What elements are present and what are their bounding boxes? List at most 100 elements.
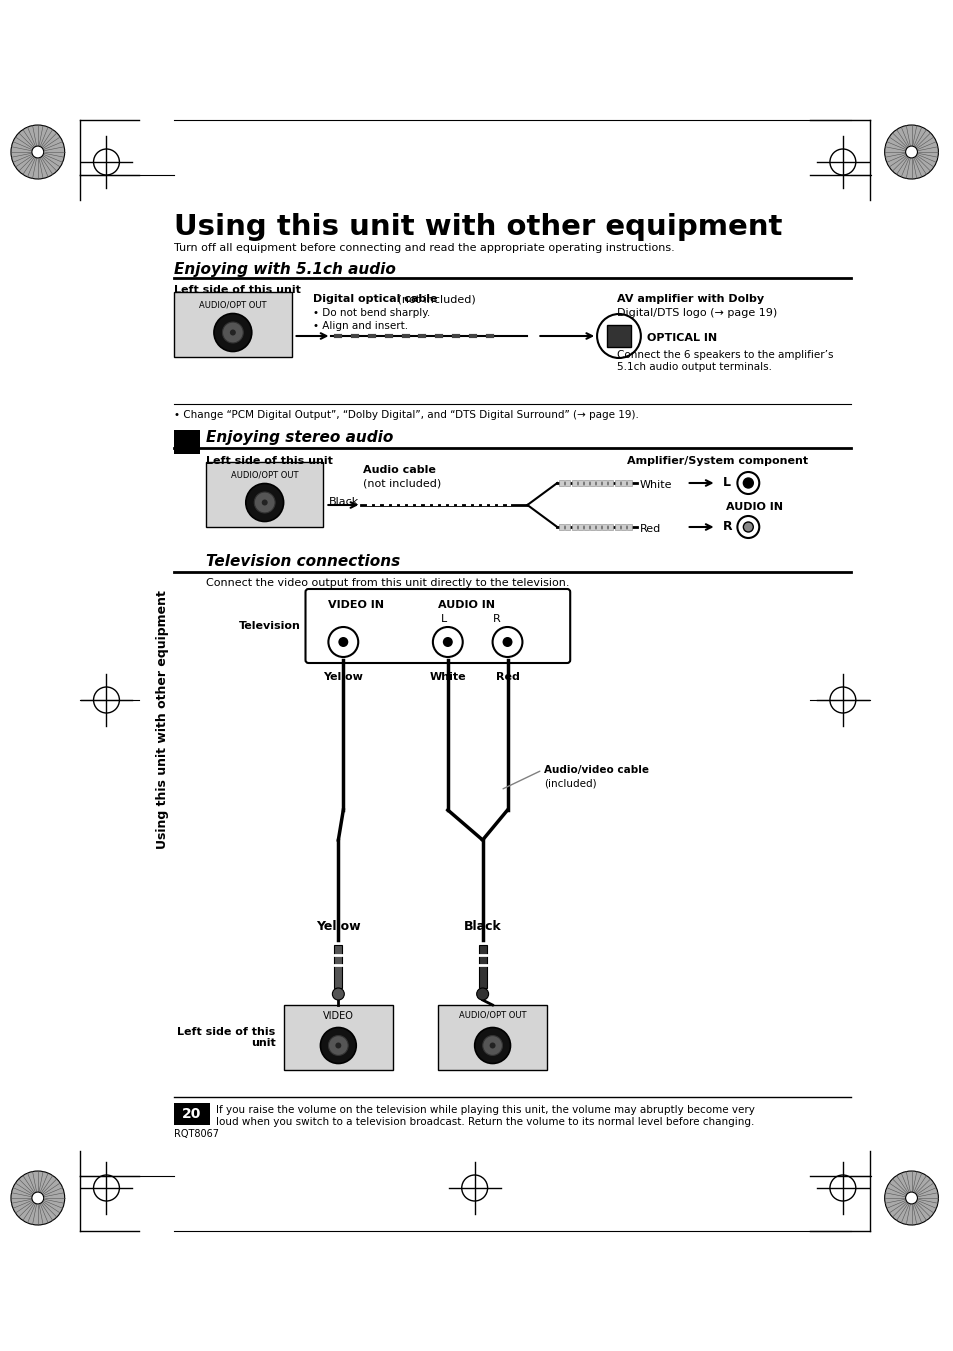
Circle shape: [904, 146, 917, 158]
Text: White: White: [429, 671, 466, 682]
Text: AUDIO/OPT OUT: AUDIO/OPT OUT: [199, 300, 266, 309]
Circle shape: [742, 478, 753, 488]
Bar: [558, 524, 563, 530]
Text: Black: Black: [463, 920, 501, 934]
Bar: [583, 524, 588, 530]
Text: (included): (included): [544, 780, 597, 789]
Circle shape: [335, 1043, 341, 1048]
Text: RQT8067: RQT8067: [174, 1129, 219, 1139]
Bar: [558, 480, 563, 486]
Text: Television connections: Television connections: [206, 554, 400, 569]
Text: AUDIO/OPT OUT: AUDIO/OPT OUT: [458, 1011, 526, 1020]
Text: (not included): (not included): [363, 480, 441, 489]
Bar: [283, 1005, 393, 1070]
Bar: [478, 944, 486, 988]
Text: • Do not bend sharply.: • Do not bend sharply.: [314, 308, 430, 317]
Bar: [614, 524, 618, 530]
Text: Digital/DTS logo (→ page 19): Digital/DTS logo (→ page 19): [617, 308, 777, 317]
Bar: [614, 480, 618, 486]
Circle shape: [254, 492, 274, 513]
Text: Amplifier/System component: Amplifier/System component: [626, 457, 807, 466]
Bar: [596, 480, 600, 486]
Text: Red: Red: [639, 524, 660, 534]
Bar: [578, 480, 582, 486]
Text: • Align and insert.: • Align and insert.: [314, 322, 408, 331]
Text: AUDIO IN: AUDIO IN: [725, 503, 782, 512]
Bar: [174, 430, 200, 454]
Text: Using this unit with other equipment: Using this unit with other equipment: [174, 213, 781, 240]
Text: Enjoying stereo audio: Enjoying stereo audio: [206, 430, 393, 444]
Circle shape: [320, 1028, 355, 1063]
Text: Black: Black: [328, 497, 358, 507]
Circle shape: [230, 330, 235, 335]
Circle shape: [31, 146, 44, 158]
Text: AUDIO/OPT OUT: AUDIO/OPT OUT: [231, 470, 298, 480]
Text: VIDEO IN: VIDEO IN: [328, 600, 384, 611]
Text: Using this unit with other equipment: Using this unit with other equipment: [155, 590, 169, 850]
Circle shape: [328, 1036, 348, 1055]
Circle shape: [489, 1043, 495, 1048]
Circle shape: [883, 1171, 938, 1225]
Bar: [620, 480, 625, 486]
Text: Left side of this unit: Left side of this unit: [174, 285, 301, 295]
Bar: [578, 524, 582, 530]
Text: L: L: [440, 613, 447, 624]
Circle shape: [904, 1192, 917, 1204]
FancyBboxPatch shape: [305, 589, 570, 663]
Text: Connect the video output from this unit directly to the television.: Connect the video output from this unit …: [206, 578, 569, 588]
Circle shape: [502, 638, 512, 647]
Circle shape: [213, 313, 252, 351]
Bar: [626, 480, 631, 486]
Bar: [174, 1102, 210, 1125]
Bar: [608, 524, 613, 530]
Bar: [606, 326, 630, 347]
Circle shape: [482, 1036, 502, 1055]
Circle shape: [338, 638, 348, 647]
Bar: [565, 480, 570, 486]
Bar: [601, 524, 607, 530]
Text: OPTICAL IN: OPTICAL IN: [646, 332, 717, 343]
Text: AUDIO IN: AUDIO IN: [437, 600, 495, 611]
Bar: [601, 480, 607, 486]
Bar: [589, 480, 595, 486]
Circle shape: [261, 500, 268, 505]
Bar: [334, 944, 342, 988]
Circle shape: [442, 638, 453, 647]
Text: Yellow: Yellow: [323, 671, 363, 682]
Text: L: L: [721, 477, 730, 489]
Text: Enjoying with 5.1ch audio: Enjoying with 5.1ch audio: [174, 262, 395, 277]
Text: Audio/video cable: Audio/video cable: [544, 765, 649, 775]
Text: (not included): (not included): [394, 295, 476, 304]
Text: Left side of this
unit: Left side of this unit: [177, 1027, 275, 1048]
Text: Digital optical cable: Digital optical cable: [314, 295, 437, 304]
Text: If you raise the volume on the television while playing this unit, the volume ma: If you raise the volume on the televisio…: [215, 1105, 754, 1127]
Text: • Change “PCM Digital Output”, “Dolby Digital”, and “DTS Digital Surround” (→ pa: • Change “PCM Digital Output”, “Dolby Di…: [174, 409, 639, 420]
Circle shape: [10, 1171, 65, 1225]
Bar: [589, 524, 595, 530]
Bar: [206, 462, 323, 527]
Circle shape: [597, 313, 640, 358]
Circle shape: [332, 988, 344, 1000]
Text: VIDEO: VIDEO: [322, 1011, 354, 1021]
Text: White: White: [639, 480, 672, 490]
Circle shape: [475, 1028, 510, 1063]
Text: Television: Television: [238, 621, 300, 631]
Bar: [571, 480, 576, 486]
Text: Connect the 6 speakers to the amplifier’s
5.1ch audio output terminals.: Connect the 6 speakers to the amplifier’…: [617, 350, 833, 372]
Text: Turn off all equipment before connecting and read the appropriate operating inst: Turn off all equipment before connecting…: [174, 243, 674, 253]
Circle shape: [10, 126, 65, 178]
Bar: [437, 1005, 547, 1070]
Text: Left side of this unit: Left side of this unit: [206, 457, 333, 466]
Text: Yellow: Yellow: [315, 920, 360, 934]
Bar: [608, 480, 613, 486]
Bar: [583, 480, 588, 486]
Text: Red: Red: [495, 671, 518, 682]
Bar: [565, 524, 570, 530]
Text: Audio cable: Audio cable: [363, 465, 436, 476]
Bar: [620, 524, 625, 530]
Text: 20: 20: [182, 1106, 201, 1121]
Bar: [626, 524, 631, 530]
Circle shape: [883, 126, 938, 178]
Text: R: R: [492, 613, 499, 624]
Circle shape: [31, 1192, 44, 1204]
